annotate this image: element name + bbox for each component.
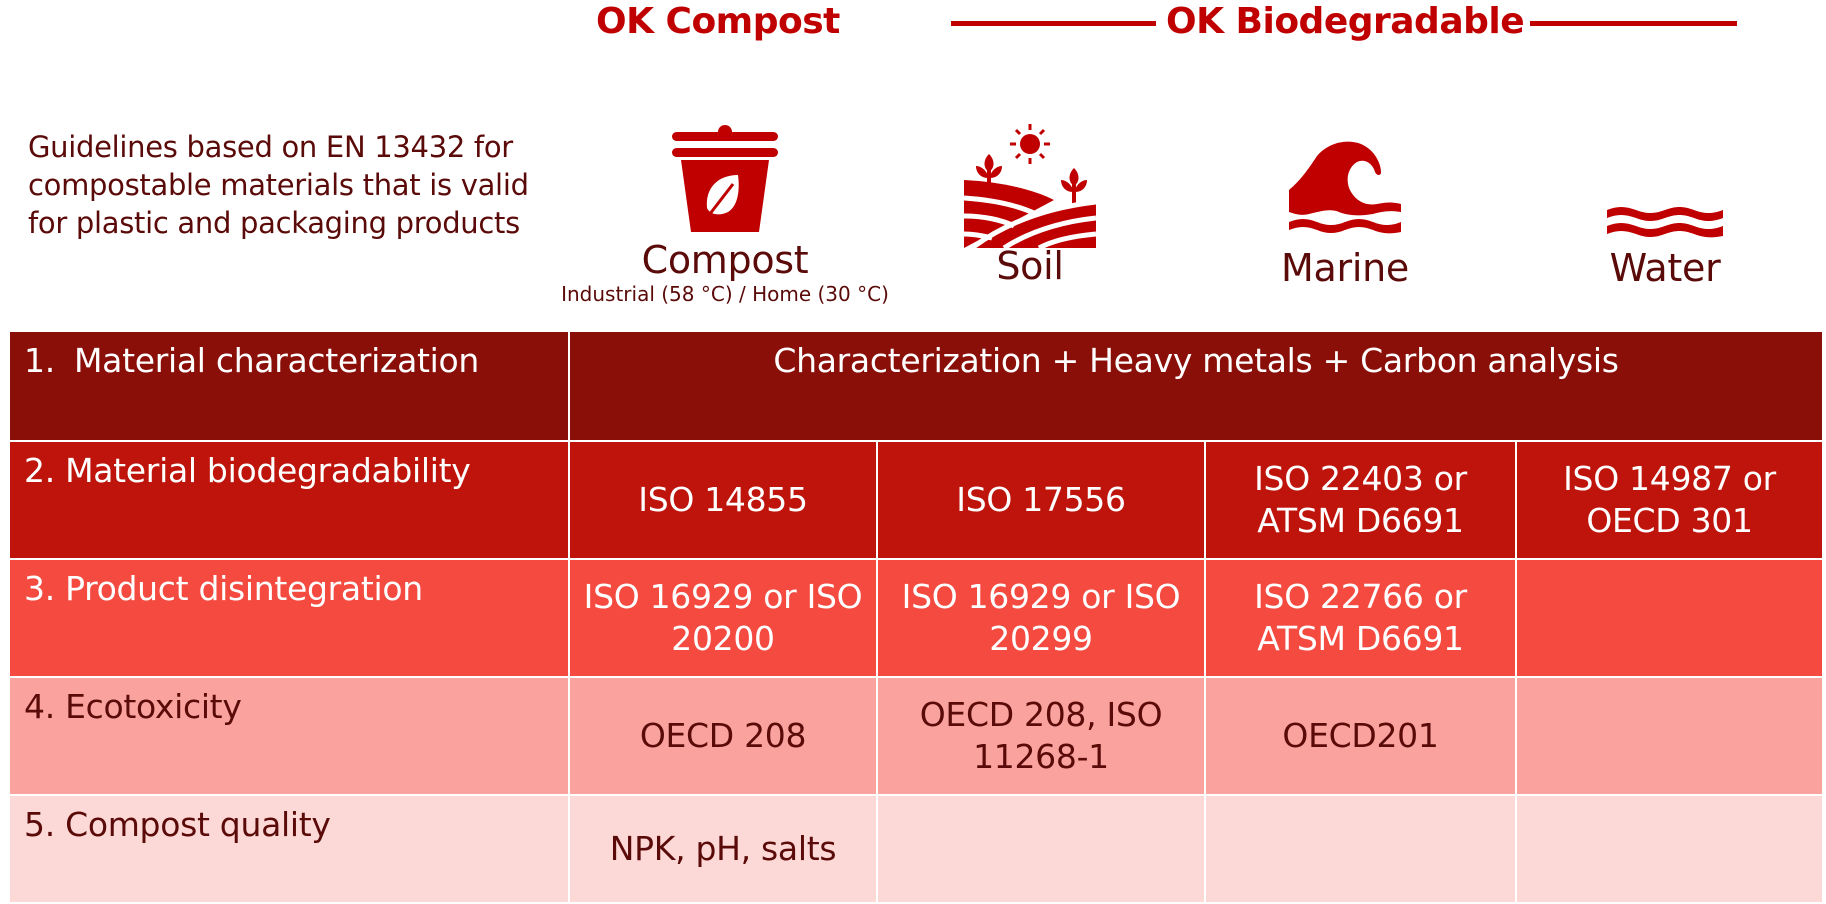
row-label: 5. Compost quality bbox=[8, 794, 570, 904]
category-water-label: Water bbox=[1609, 246, 1721, 290]
row-label: 4. Ecotoxicity bbox=[8, 676, 570, 796]
table-row-product-disintegration: 3. Product disintegration ISO 16929 or I… bbox=[8, 558, 1825, 678]
title-rule-left bbox=[951, 21, 1156, 26]
table-cell: ISO 16929 or ISO 20299 bbox=[876, 558, 1206, 678]
table-cell bbox=[1514, 676, 1825, 796]
table-cell: ISO 22766 or ATSM D6691 bbox=[1204, 558, 1517, 678]
row-number: 1. bbox=[24, 341, 55, 380]
table-cell-span: Characterization + Heavy metals + Carbon… bbox=[567, 330, 1825, 442]
ok-biodegradable-title: OK Biodegradable bbox=[1166, 1, 1525, 42]
compost-bin-icon bbox=[672, 124, 778, 234]
category-marine-label: Marine bbox=[1281, 246, 1409, 290]
ok-compost-title: OK Compost bbox=[596, 1, 840, 42]
category-soil: Soil bbox=[940, 124, 1120, 288]
table-cell: ISO 22403 or ATSM D6691 bbox=[1204, 440, 1517, 560]
row-label: 3. Product disintegration bbox=[8, 558, 570, 678]
row-label: 2. Material biodegradability bbox=[8, 440, 570, 560]
table-cell: OECD201 bbox=[1204, 676, 1517, 796]
category-marine: Marine bbox=[1260, 140, 1430, 290]
table-cell bbox=[1514, 558, 1825, 678]
table-cell bbox=[1514, 794, 1825, 904]
table-row-material-biodegradability: 2. Material biodegradability ISO 14855 I… bbox=[8, 440, 1825, 560]
category-soil-label: Soil bbox=[996, 244, 1064, 288]
table-cell: NPK, pH, salts bbox=[568, 794, 878, 904]
category-compost-sublabel: Industrial (58 °C) / Home (30 °C) bbox=[561, 282, 889, 306]
category-compost: Compost Industrial (58 °C) / Home (30 °C… bbox=[560, 124, 890, 306]
row-label: 1. Material characterization bbox=[8, 330, 570, 442]
title-rule-right bbox=[1530, 21, 1737, 26]
table-cell: OECD 208 bbox=[568, 676, 878, 796]
table-cell: ISO 16929 or ISO 20200 bbox=[568, 558, 878, 678]
soil-field-icon bbox=[964, 124, 1096, 248]
table-cell: ISO 14987 or OECD 301 bbox=[1514, 440, 1825, 560]
table-cell bbox=[876, 794, 1206, 904]
table-cell: ISO 17556 bbox=[876, 440, 1206, 560]
table-row-compost-quality: 5. Compost quality NPK, pH, salts bbox=[8, 794, 1825, 904]
table-cell: ISO 14855 bbox=[568, 440, 878, 560]
table-row-material-characterization: 1. Material characterization Characteriza… bbox=[8, 330, 1825, 442]
row-label-text: Material characterization bbox=[74, 341, 480, 380]
category-compost-label: Compost bbox=[641, 238, 809, 282]
table-row-ecotoxicity: 4. Ecotoxicity OECD 208 OECD 208, ISO 11… bbox=[8, 676, 1825, 796]
wave-icon bbox=[1289, 140, 1401, 234]
standards-table: 1. Material characterization Characteriza… bbox=[8, 330, 1825, 904]
table-cell bbox=[1204, 794, 1517, 904]
category-water: Water bbox=[1580, 206, 1750, 290]
intro-text: Guidelines based on EN 13432 for compost… bbox=[28, 130, 529, 240]
water-waves-icon bbox=[1607, 206, 1723, 238]
table-cell: OECD 208, ISO 11268-1 bbox=[876, 676, 1206, 796]
